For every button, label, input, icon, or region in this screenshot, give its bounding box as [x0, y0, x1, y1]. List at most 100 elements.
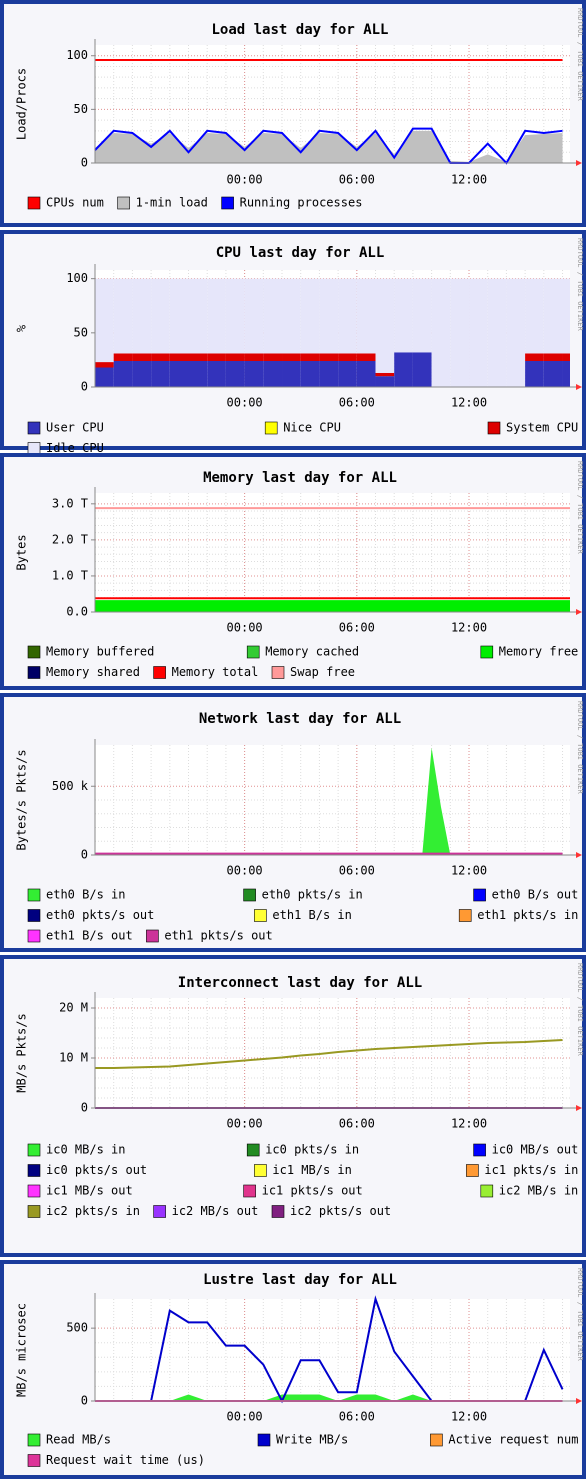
legend-swatch	[27, 1205, 41, 1218]
stack-segment	[244, 353, 264, 361]
y-tick-label: 20 M	[59, 1001, 88, 1015]
axis-arrow	[576, 1398, 582, 1404]
stack-segment	[562, 278, 570, 354]
x-tick-label: 06:00	[339, 173, 375, 187]
legend-swatch	[257, 1433, 271, 1447]
stack-segment	[319, 361, 339, 387]
stack-segment	[338, 278, 357, 354]
legend-label: eth0 pkts/s in	[262, 888, 363, 902]
x-tick-label: 06:00	[339, 396, 375, 410]
y-tick-label: 0	[81, 1394, 88, 1408]
legend-label: ic1 MB/s out	[46, 1184, 133, 1198]
stack-segment	[225, 278, 245, 354]
chart-title: Load last day for ALL	[211, 22, 388, 38]
legend-swatch	[271, 1205, 285, 1218]
y-tick-label: 0	[81, 1101, 88, 1115]
stack-segment	[319, 278, 339, 354]
x-tick-label: 00:00	[227, 396, 263, 410]
legend-label: eth1 pkts/s in	[477, 908, 578, 922]
x-tick-label: 06:00	[339, 621, 375, 635]
x-tick-label: 00:00	[227, 1410, 263, 1424]
stack-segment	[169, 278, 189, 354]
y-tick-label: 100	[66, 271, 88, 285]
x-tick-label: 06:00	[339, 1117, 375, 1131]
legend-label: eth0 B/s out	[492, 888, 579, 902]
stack-segment	[469, 278, 488, 387]
y-tick-label: 500	[66, 1321, 88, 1335]
legend-label: ic1 pkts/s out	[262, 1184, 363, 1198]
stack-segment	[225, 361, 245, 387]
x-tick-label: 12:00	[451, 173, 487, 187]
axis-arrow	[576, 160, 582, 166]
legend-swatch	[221, 196, 234, 210]
stack-segment	[113, 278, 133, 354]
legend-swatch	[243, 1184, 256, 1198]
stack-segment	[282, 361, 301, 387]
legend-label: Write MB/s	[276, 1433, 348, 1447]
stack-segment	[151, 353, 170, 361]
legend-label: Memory cached	[265, 645, 359, 659]
stack-segment	[132, 278, 152, 354]
stack-segment	[207, 353, 226, 361]
watermark: RRDTOOL / TOBI OETIKER	[576, 238, 584, 332]
legend-swatch	[153, 1205, 166, 1218]
legend-swatch	[466, 1164, 479, 1177]
legend-label: eth0 B/s in	[46, 888, 125, 902]
chart-title: Network last day for ALL	[199, 711, 401, 727]
legend-label: Read MB/s	[46, 1433, 111, 1447]
watermark: RRDTOOL / TOBI OETIKER	[576, 701, 584, 795]
x-tick-label: 12:00	[451, 396, 487, 410]
watermark: RRDTOOL / TOBI OETIKER	[576, 1268, 584, 1362]
stack-segment	[487, 278, 507, 387]
legend-swatch	[264, 421, 278, 435]
legend-swatch	[271, 666, 285, 679]
legend-label: ic0 pkts/s in	[265, 1143, 359, 1157]
y-axis-label: Bytes/s Pkts/s	[15, 749, 29, 850]
chart-panel: CPU last day for ALL% RRDTOOL / TOBI OETI…	[0, 230, 586, 455]
watermark: RRDTOOL / TOBI OETIKER	[576, 963, 584, 1057]
chart-panel: Interconnect last day for ALL MB/s Pkts/s…	[0, 955, 586, 1257]
legend-swatch	[27, 888, 41, 902]
legend-label: Active request num	[448, 1433, 578, 1447]
y-tick-label: 0	[81, 848, 88, 862]
legend-label: Memory buffered	[46, 645, 154, 659]
stack-segment	[282, 278, 301, 354]
stack-segment	[450, 278, 470, 387]
y-tick-label: 3.0 T	[52, 496, 88, 510]
area-series	[95, 1394, 563, 1401]
stack-segment	[282, 353, 301, 361]
y-tick-label: 10 M	[59, 1051, 88, 1065]
legend-label: eth1 B/s out	[46, 929, 133, 943]
legend-label: ic2 pkts/s out	[290, 1204, 391, 1218]
x-tick-label: 00:00	[227, 621, 263, 635]
legend-label: ic0 pkts/s out	[46, 1163, 147, 1177]
legend-swatch	[27, 196, 41, 210]
stack-segment	[300, 353, 320, 361]
legend-swatch	[117, 196, 130, 210]
stack-segment	[188, 278, 208, 354]
axis-arrow	[576, 1105, 582, 1111]
y-tick-label: 50	[74, 325, 88, 339]
legend-swatch	[473, 888, 486, 902]
legend-swatch	[473, 1143, 486, 1157]
x-tick-label: 00:00	[227, 1117, 263, 1131]
stack-segment	[132, 353, 152, 361]
stack-segment	[263, 353, 283, 361]
legend-label: ic0 MB/s out	[492, 1143, 579, 1157]
x-tick-label: 12:00	[451, 1117, 487, 1131]
stack-segment	[300, 361, 320, 387]
stack-segment	[562, 353, 570, 361]
legend-label: Swap free	[290, 665, 355, 679]
x-tick-label: 00:00	[227, 173, 263, 187]
stack-segment	[525, 361, 544, 387]
chart-title: Interconnect last day for ALL	[178, 975, 422, 991]
legend-swatch	[246, 645, 260, 659]
y-axis-label: MB/s Pkts/s	[15, 1013, 29, 1092]
x-tick-label: 12:00	[451, 621, 487, 635]
line-series	[94, 127, 563, 165]
chart-panel: Lustre last day for ALL MB/s microsec RRDT…	[0, 1260, 586, 1479]
x-tick-label: 06:00	[339, 864, 375, 878]
stack-segment	[188, 353, 208, 361]
legend-label: ic1 MB/s in	[272, 1163, 351, 1177]
